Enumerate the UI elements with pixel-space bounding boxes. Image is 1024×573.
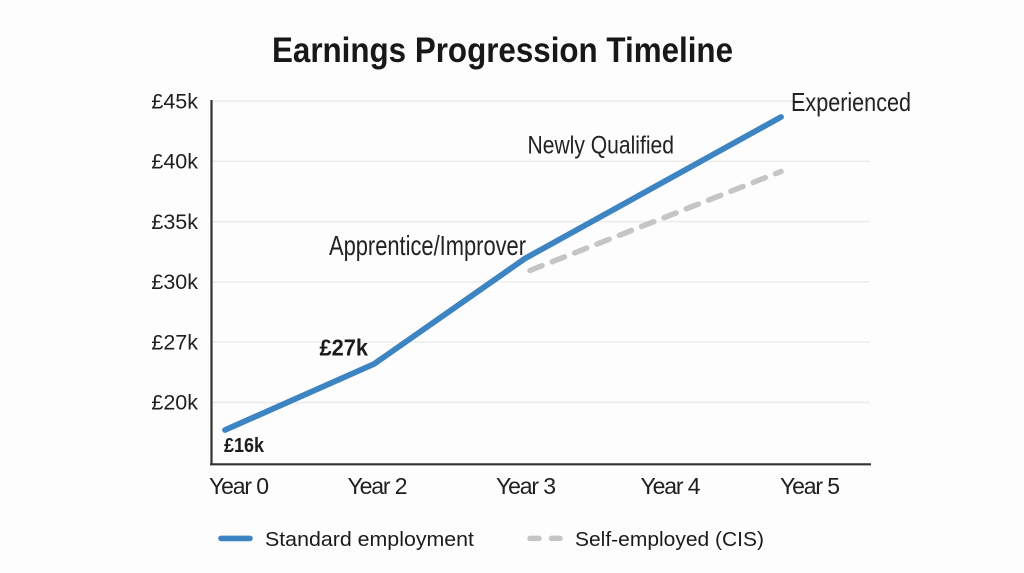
svg-text:Year 5: Year 5 xyxy=(780,473,840,499)
svg-text:£16k: £16k xyxy=(224,435,265,457)
svg-text:Experienced: Experienced xyxy=(791,87,911,117)
svg-text:Apprentice/Improver: Apprentice/Improver xyxy=(329,230,526,261)
svg-text:Year 0: Year 0 xyxy=(209,473,269,499)
svg-text:Self-employed (CIS): Self-employed (CIS) xyxy=(575,528,764,551)
svg-text:Year 2: Year 2 xyxy=(348,473,408,499)
svg-text:£27k: £27k xyxy=(151,330,198,354)
svg-text:£30k: £30k xyxy=(151,270,198,294)
svg-text:£20k: £20k xyxy=(151,391,198,415)
svg-text:£27k: £27k xyxy=(320,335,369,361)
svg-text:Standard employment: Standard employment xyxy=(265,528,474,551)
svg-text:Newly Qualified: Newly Qualified xyxy=(528,132,675,160)
svg-text:£45k: £45k xyxy=(151,89,198,113)
svg-text:Year 4: Year 4 xyxy=(641,473,701,499)
svg-text:Earnings Progression Timeline: Earnings Progression Timeline xyxy=(272,31,733,70)
svg-text:Year 3: Year 3 xyxy=(496,473,556,499)
svg-text:£40k: £40k xyxy=(151,150,198,174)
svg-text:£35k: £35k xyxy=(151,210,198,234)
